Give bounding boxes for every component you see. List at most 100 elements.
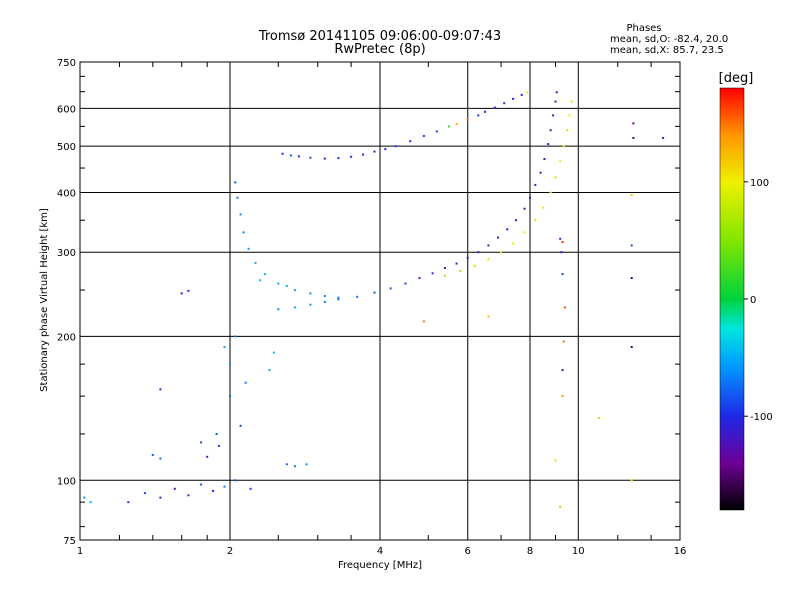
x-tick-label: 6 — [465, 546, 471, 557]
data-point — [350, 155, 353, 158]
data-point — [630, 346, 633, 348]
data-point — [497, 236, 499, 239]
x-tick-label: 4 — [377, 546, 383, 557]
data-point — [268, 369, 271, 372]
data-point — [455, 262, 458, 265]
data-point — [373, 291, 376, 294]
data-point — [500, 251, 503, 254]
x-tick-label: 10 — [572, 546, 585, 557]
data-point — [89, 501, 92, 504]
plot-frame — [79, 61, 681, 541]
data-point — [563, 306, 566, 309]
data-point — [534, 219, 537, 222]
colorbar-tick-label: 100 — [750, 178, 769, 189]
data-point — [127, 501, 130, 504]
data-point — [249, 487, 252, 490]
data-point — [542, 206, 545, 209]
data-point — [487, 258, 490, 261]
data-point — [242, 231, 245, 234]
data-point — [632, 122, 635, 125]
data-point — [200, 483, 203, 486]
data-point — [554, 100, 557, 103]
data-point — [389, 287, 392, 290]
data-point — [435, 130, 438, 133]
chart-title: Tromsø 20141105 09:06:00-09:07:43 — [258, 29, 501, 44]
data-point — [512, 97, 515, 100]
data-point — [236, 196, 239, 199]
data-point — [539, 171, 542, 174]
data-point — [555, 91, 558, 94]
data-point — [630, 244, 633, 247]
data-point — [229, 395, 231, 398]
data-point — [561, 241, 564, 244]
data-point — [560, 251, 563, 254]
data-point — [173, 487, 176, 490]
data-point — [159, 388, 162, 391]
data-point — [562, 145, 565, 148]
y-tick-label: 400 — [57, 188, 76, 199]
data-point — [409, 140, 412, 143]
data-point — [234, 479, 237, 482]
y-tick-label: 300 — [57, 248, 76, 259]
y-tick-label: 600 — [57, 104, 76, 115]
x-tick-label: 16 — [674, 546, 687, 557]
data-point — [561, 369, 564, 372]
data-point — [394, 145, 397, 148]
data-point — [404, 282, 407, 285]
data-point — [223, 346, 226, 348]
phase-stats-o: mean, sd,O: -82.4, 20.0 — [610, 34, 728, 45]
data-point — [200, 441, 203, 444]
data-point — [309, 303, 312, 306]
data-point — [143, 492, 146, 495]
data-point — [212, 489, 215, 492]
data-point — [447, 125, 450, 128]
data-point — [455, 123, 458, 126]
colorbar-label: [deg] — [719, 71, 754, 86]
data-point — [632, 137, 635, 139]
data-point — [523, 231, 526, 234]
colorbar — [719, 87, 745, 511]
data-point — [559, 160, 562, 163]
data-point — [422, 320, 425, 323]
colorbar-tick-label: -100 — [750, 412, 773, 423]
data-point — [597, 417, 600, 419]
data-point — [547, 143, 550, 146]
x-axis-label: Frequency [MHz] — [338, 560, 422, 571]
data-point — [223, 485, 226, 488]
data-point — [568, 114, 571, 117]
data-point — [554, 176, 557, 179]
x-tick-label: 8 — [527, 546, 533, 557]
data-point — [561, 395, 564, 398]
data-point — [247, 247, 250, 250]
data-point — [559, 505, 562, 508]
data-point — [356, 295, 359, 298]
data-point — [337, 296, 340, 299]
x-tick-label: 1 — [77, 546, 83, 557]
data-point — [523, 207, 526, 210]
data-point — [285, 285, 288, 287]
data-point — [217, 444, 220, 447]
data-point — [159, 496, 162, 499]
data-point — [83, 496, 86, 499]
data-point — [293, 465, 296, 468]
data-point — [477, 114, 480, 117]
data-point — [187, 494, 190, 497]
data-point — [297, 155, 300, 158]
data-point — [512, 242, 515, 245]
data-point — [549, 191, 552, 194]
data-point — [263, 273, 266, 276]
data-point — [215, 433, 218, 435]
data-point — [293, 289, 296, 292]
data-point — [239, 424, 242, 427]
data-point — [151, 453, 154, 456]
data-point — [515, 219, 517, 222]
data-point — [549, 129, 552, 132]
data-point — [309, 292, 312, 295]
data-point — [487, 244, 490, 247]
data-point — [443, 267, 446, 269]
data-point — [337, 157, 340, 160]
data-point — [487, 315, 490, 318]
data-point — [520, 93, 523, 96]
data-point — [277, 308, 280, 311]
